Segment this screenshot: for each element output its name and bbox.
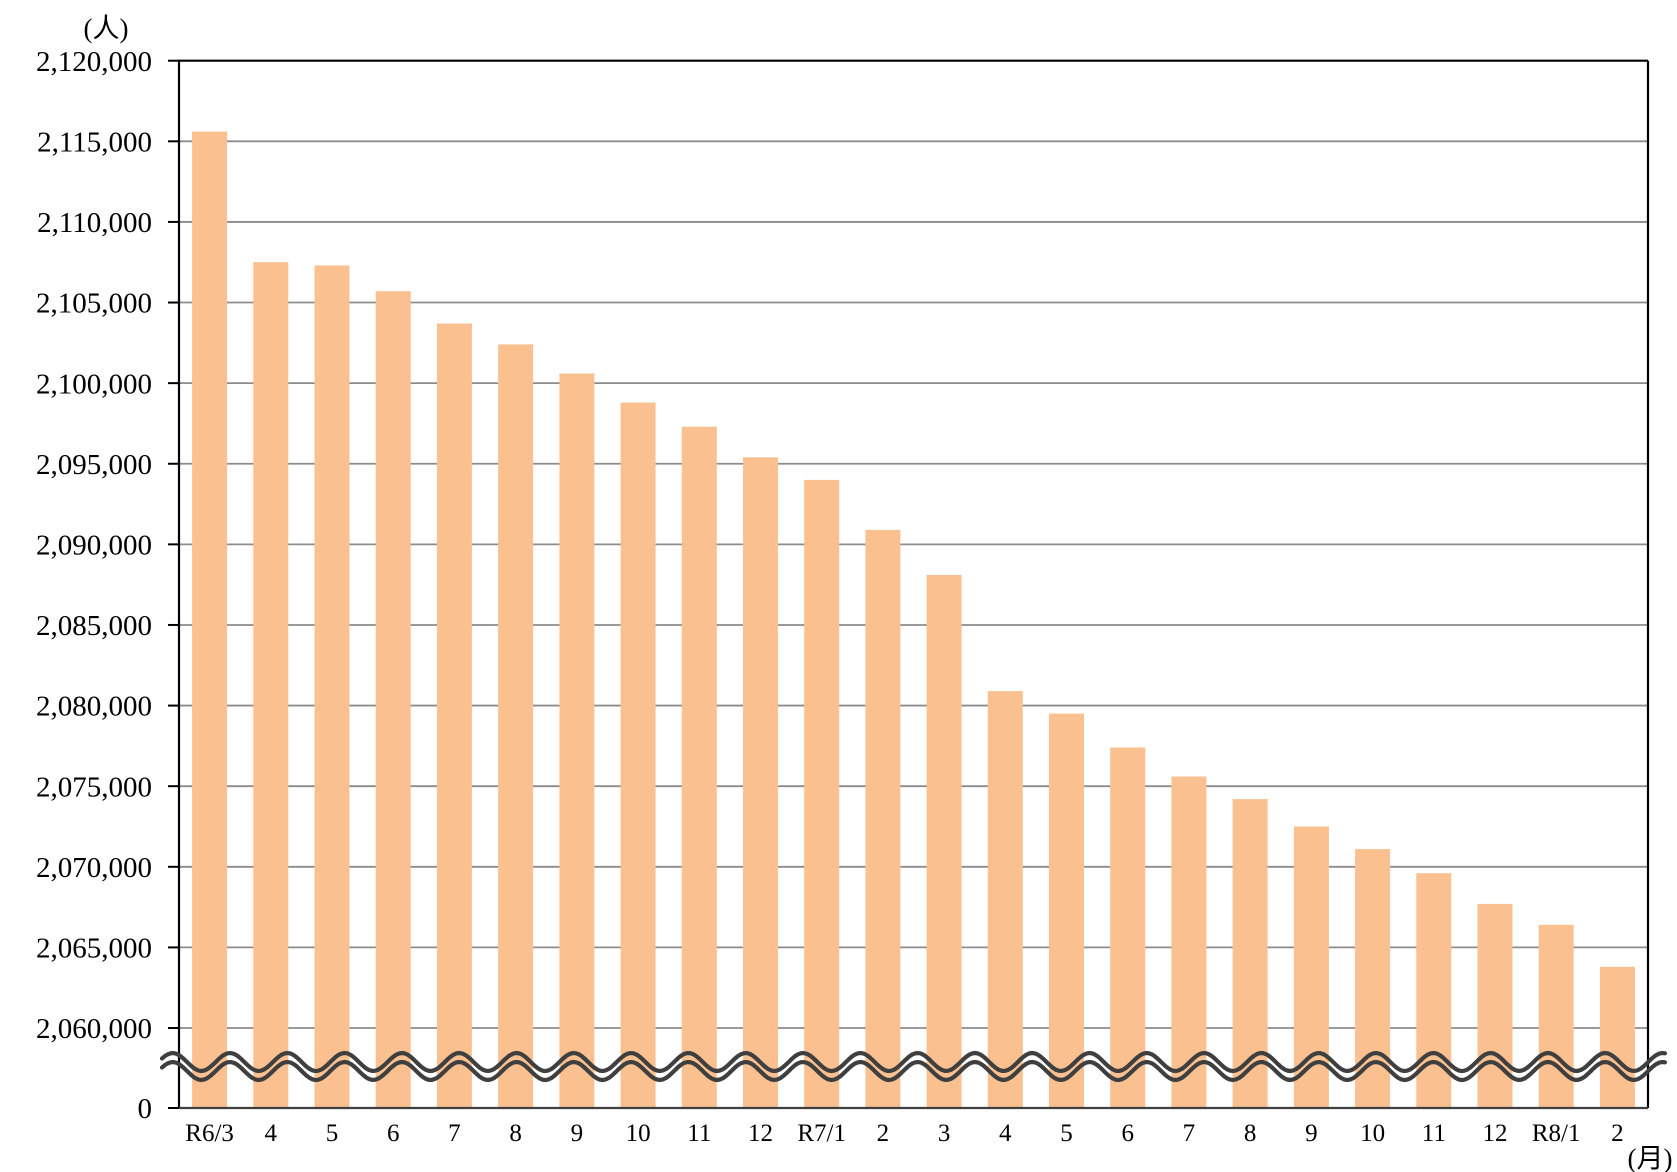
- bar: [987, 691, 1023, 1108]
- bar: [1110, 747, 1146, 1108]
- bar: [498, 344, 534, 1108]
- x-tick-label: R6/3: [185, 1120, 234, 1147]
- x-tick-label: 11: [1422, 1120, 1446, 1147]
- y-tick-label: 2,095,000: [36, 449, 152, 481]
- y-tick-label: 2,090,000: [36, 530, 152, 562]
- x-tick-label: 8: [1244, 1120, 1257, 1147]
- x-tick-label: 9: [571, 1120, 584, 1147]
- bar: [1171, 776, 1207, 1108]
- bar: [375, 291, 411, 1108]
- y-tick-label: 2,060,000: [36, 1013, 152, 1045]
- bar: [743, 457, 778, 1108]
- y-tick-label: 2,120,000: [36, 46, 152, 78]
- x-tick-label: 6: [1121, 1120, 1134, 1147]
- y-tick-label: 2,105,000: [36, 288, 152, 320]
- x-tick-label: R7/1: [797, 1120, 846, 1147]
- y-tick-label: 2,085,000: [36, 610, 152, 642]
- x-tick-label: 4: [999, 1120, 1012, 1147]
- bar: [253, 262, 289, 1108]
- x-tick-label: 9: [1305, 1120, 1318, 1147]
- bar: [620, 402, 656, 1108]
- bar: [192, 131, 228, 1109]
- bar: [1416, 873, 1452, 1108]
- axis-break-wave: [159, 1050, 1668, 1074]
- bar: [1049, 713, 1084, 1108]
- y-tick-label: 2,080,000: [36, 691, 152, 723]
- x-tick-label: 2: [1611, 1120, 1624, 1147]
- bar: [681, 426, 717, 1108]
- y-tick-label: 2,075,000: [36, 771, 152, 803]
- x-tick-label: 7: [448, 1120, 461, 1147]
- y-tick-label: 2,110,000: [37, 207, 152, 239]
- bar: [559, 373, 595, 1108]
- x-tick-label: 12: [1483, 1120, 1508, 1147]
- x-tick-label: 8: [509, 1120, 522, 1147]
- y-tick-label: 2,065,000: [36, 933, 152, 965]
- y-tick-label: 2,070,000: [36, 852, 152, 884]
- x-tick-label: 6: [387, 1120, 400, 1147]
- y-tick-label: 0: [138, 1093, 153, 1125]
- x-tick-label: R8/1: [1532, 1120, 1581, 1147]
- x-tick-label: 7: [1183, 1120, 1196, 1147]
- x-tick-label: 4: [265, 1120, 278, 1147]
- x-tick-label: 2: [877, 1120, 890, 1147]
- x-tick-label: 12: [748, 1120, 773, 1147]
- x-tick-label: 5: [326, 1120, 339, 1147]
- axis-break-wave: [159, 1059, 1668, 1083]
- bar: [1477, 903, 1513, 1108]
- x-tick-label: 11: [687, 1120, 711, 1147]
- bar: [926, 575, 962, 1108]
- x-tick-label: 10: [1360, 1120, 1385, 1147]
- x-tick-label: 5: [1060, 1120, 1073, 1147]
- y-tick-label: 2,100,000: [36, 368, 152, 400]
- y-tick-label: 2,115,000: [37, 126, 152, 158]
- y-axis-unit-label: (人): [83, 13, 129, 44]
- bar: [865, 529, 901, 1108]
- bar: [314, 265, 350, 1108]
- bar: [804, 479, 840, 1108]
- x-tick-label: 3: [938, 1120, 951, 1147]
- bar: [436, 323, 472, 1108]
- bar: [1538, 924, 1574, 1108]
- x-tick-label: 10: [626, 1120, 651, 1147]
- x-axis-unit-label: (月): [1627, 1143, 1673, 1172]
- bar: [1355, 849, 1391, 1108]
- bar: [1599, 966, 1635, 1108]
